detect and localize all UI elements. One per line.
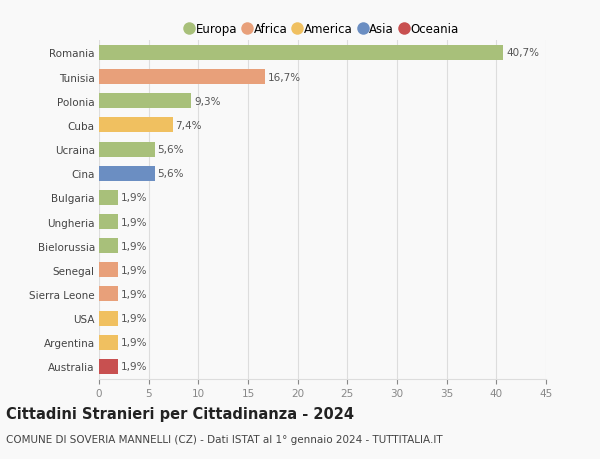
Bar — [99, 46, 503, 61]
Legend: Europa, Africa, America, Asia, Oceania: Europa, Africa, America, Asia, Oceania — [182, 18, 464, 41]
Bar — [99, 239, 118, 254]
Text: 16,7%: 16,7% — [268, 73, 301, 83]
Text: 1,9%: 1,9% — [121, 362, 148, 372]
Bar — [99, 359, 118, 374]
Bar — [99, 70, 265, 85]
Bar — [99, 263, 118, 278]
Text: 5,6%: 5,6% — [158, 169, 184, 179]
Bar — [99, 190, 118, 206]
Text: 1,9%: 1,9% — [121, 337, 148, 347]
Text: COMUNE DI SOVERIA MANNELLI (CZ) - Dati ISTAT al 1° gennaio 2024 - TUTTITALIA.IT: COMUNE DI SOVERIA MANNELLI (CZ) - Dati I… — [6, 434, 443, 444]
Text: 5,6%: 5,6% — [158, 145, 184, 155]
Bar — [99, 166, 155, 181]
Text: Cittadini Stranieri per Cittadinanza - 2024: Cittadini Stranieri per Cittadinanza - 2… — [6, 406, 354, 421]
Bar — [99, 94, 191, 109]
Bar — [99, 311, 118, 326]
Text: 40,7%: 40,7% — [506, 48, 539, 58]
Text: 9,3%: 9,3% — [194, 96, 221, 106]
Text: 7,4%: 7,4% — [175, 121, 202, 131]
Text: 1,9%: 1,9% — [121, 313, 148, 324]
Text: 1,9%: 1,9% — [121, 217, 148, 227]
Bar — [99, 335, 118, 350]
Bar — [99, 142, 155, 157]
Text: 1,9%: 1,9% — [121, 193, 148, 203]
Text: 1,9%: 1,9% — [121, 241, 148, 251]
Bar — [99, 287, 118, 302]
Bar — [99, 118, 173, 133]
Text: 1,9%: 1,9% — [121, 265, 148, 275]
Bar — [99, 214, 118, 230]
Text: 1,9%: 1,9% — [121, 289, 148, 299]
